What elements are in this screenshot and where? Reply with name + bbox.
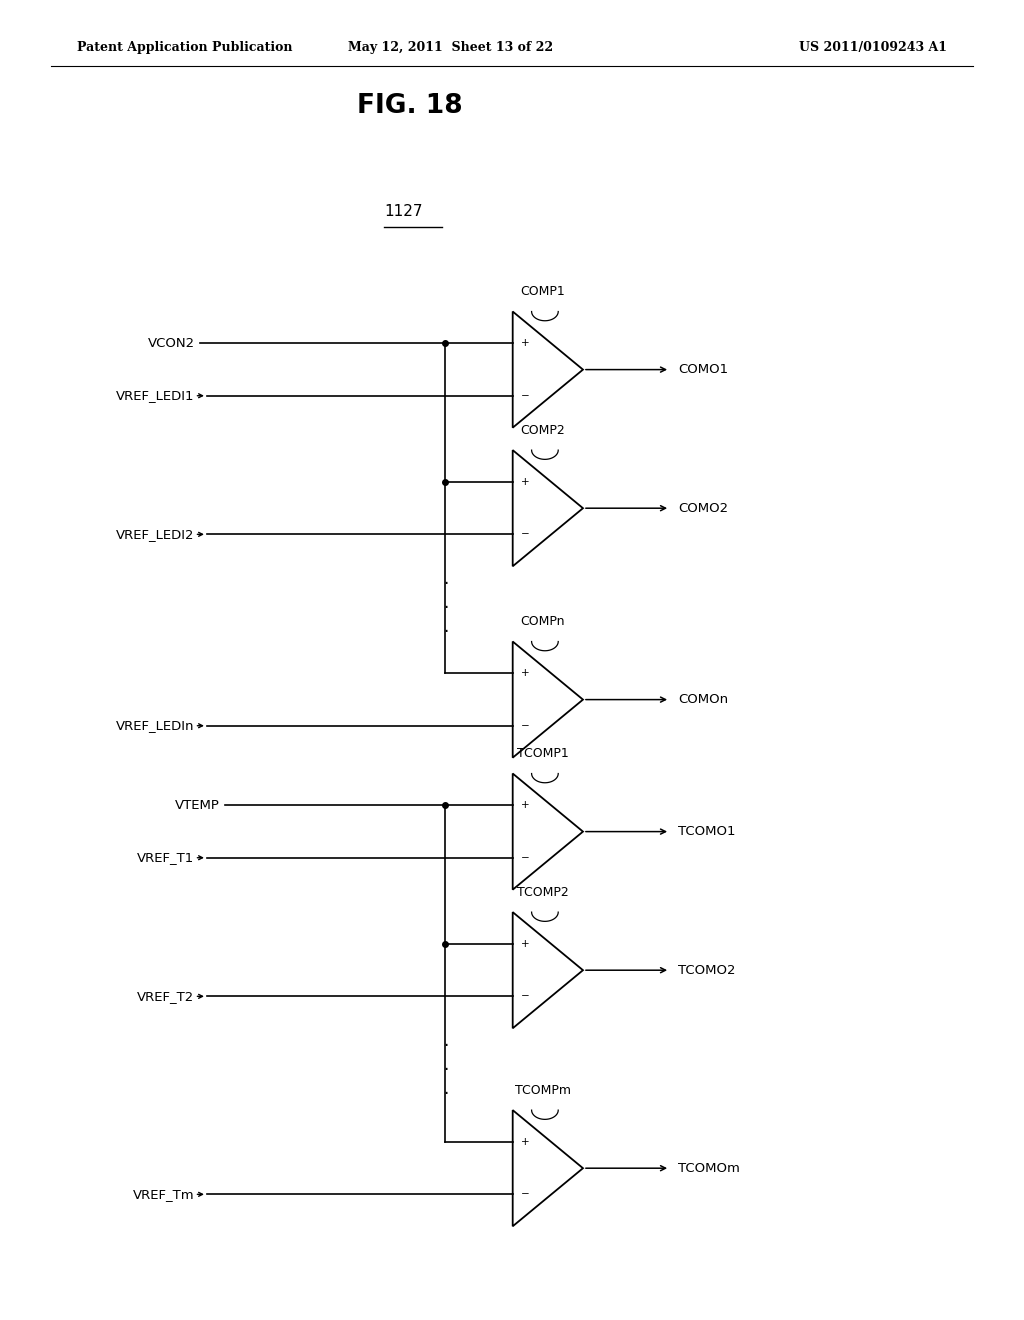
Text: TCOMPm: TCOMPm [515, 1084, 570, 1097]
Text: −: − [521, 853, 529, 863]
Text: TCOMOm: TCOMOm [678, 1162, 740, 1175]
Text: COMP2: COMP2 [520, 424, 565, 437]
Text: COMOn: COMOn [678, 693, 728, 706]
Text: −: − [521, 991, 529, 1002]
Text: .: . [442, 594, 449, 612]
Text: Patent Application Publication: Patent Application Publication [77, 41, 292, 54]
Text: +: + [521, 668, 529, 678]
Text: +: + [521, 800, 529, 810]
Text: 1127: 1127 [384, 203, 423, 219]
Text: −: − [521, 1189, 529, 1200]
Text: −: − [521, 721, 529, 731]
Text: VCON2: VCON2 [147, 337, 195, 350]
Text: May 12, 2011  Sheet 13 of 22: May 12, 2011 Sheet 13 of 22 [348, 41, 553, 54]
Text: TCOMP2: TCOMP2 [517, 886, 568, 899]
Text: .: . [442, 570, 449, 589]
Text: +: + [521, 1137, 529, 1147]
Text: VREF_LEDI2: VREF_LEDI2 [116, 528, 195, 541]
Text: −: − [521, 529, 529, 540]
Text: FIG. 18: FIG. 18 [356, 92, 463, 119]
Text: VREF_T1: VREF_T1 [137, 851, 195, 865]
Text: US 2011/0109243 A1: US 2011/0109243 A1 [799, 41, 947, 54]
Text: COMPn: COMPn [520, 615, 565, 628]
Text: COMP1: COMP1 [520, 285, 565, 298]
Text: −: − [521, 391, 529, 401]
Text: COMO2: COMO2 [678, 502, 728, 515]
Text: TCOMP1: TCOMP1 [517, 747, 568, 760]
Text: VREF_LEDI1: VREF_LEDI1 [116, 389, 195, 403]
Text: COMO1: COMO1 [678, 363, 728, 376]
Text: +: + [521, 338, 529, 348]
Text: TCOMO2: TCOMO2 [678, 964, 735, 977]
Text: VREF_Tm: VREF_Tm [133, 1188, 195, 1201]
Text: .: . [442, 618, 449, 636]
Text: VREF_LEDIn: VREF_LEDIn [116, 719, 195, 733]
Text: .: . [442, 1056, 449, 1074]
Text: .: . [442, 1032, 449, 1051]
Text: TCOMO1: TCOMO1 [678, 825, 735, 838]
Text: .: . [442, 1080, 449, 1098]
Text: VTEMP: VTEMP [175, 799, 220, 812]
Text: +: + [521, 939, 529, 949]
Text: VREF_T2: VREF_T2 [137, 990, 195, 1003]
Text: +: + [521, 477, 529, 487]
